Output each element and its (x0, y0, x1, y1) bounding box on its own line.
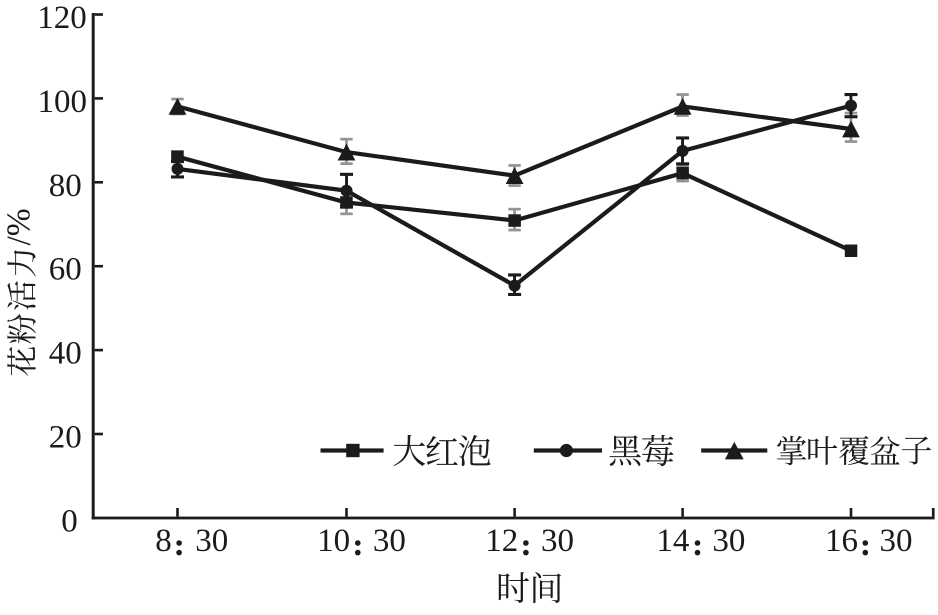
svg-text:30: 30 (541, 523, 574, 559)
svg-text:40: 40 (49, 336, 82, 372)
svg-text:30: 30 (195, 523, 228, 559)
svg-text:80: 80 (49, 168, 82, 204)
svg-text:100: 100 (37, 84, 87, 120)
svg-text:30: 30 (712, 523, 745, 559)
svg-text:10: 10 (317, 523, 350, 559)
svg-text:12: 12 (485, 523, 518, 559)
svg-text:60: 60 (49, 252, 82, 288)
svg-text:/%: /% (1, 208, 38, 245)
svg-text:8: 8 (155, 523, 172, 559)
svg-text:16: 16 (825, 523, 858, 559)
svg-text:30: 30 (373, 523, 406, 559)
svg-text:0: 0 (61, 504, 78, 540)
svg-text:120: 120 (37, 0, 87, 36)
svg-text:30: 30 (880, 523, 913, 559)
svg-text:14: 14 (656, 523, 689, 559)
svg-text:20: 20 (49, 420, 82, 456)
